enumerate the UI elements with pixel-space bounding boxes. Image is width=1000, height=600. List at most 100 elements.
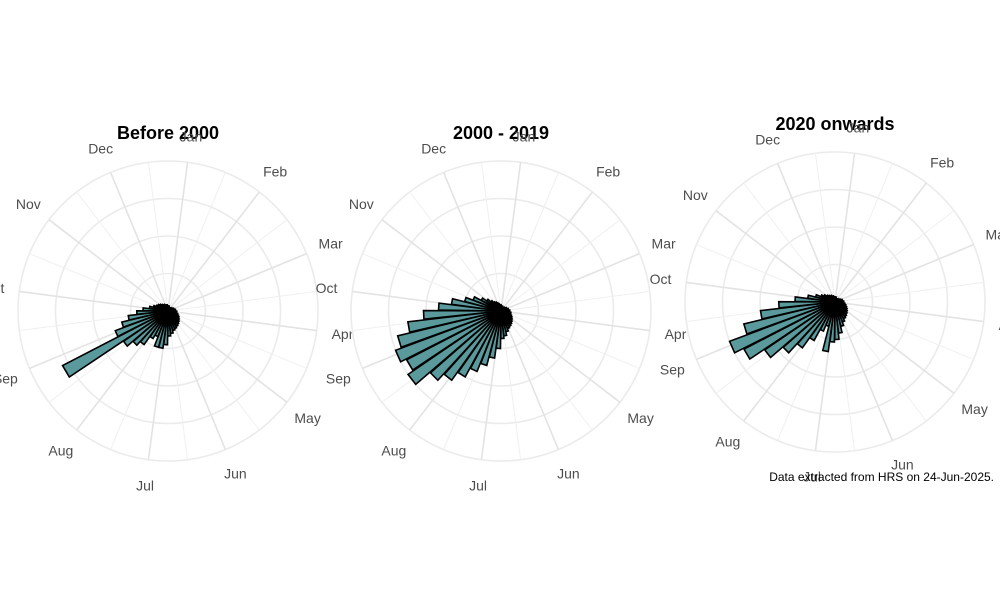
month-label: Apr	[999, 317, 1000, 333]
polar-bar	[500, 305, 503, 312]
grid-spoke-minor	[500, 310, 640, 369]
grid-spoke-minor	[834, 210, 955, 303]
grid-spoke	[500, 252, 640, 312]
grid-spoke	[500, 162, 522, 312]
month-label: Jan	[180, 129, 203, 145]
month-label: Sep	[326, 370, 351, 386]
grid-spoke-minor	[167, 310, 307, 369]
grid-spoke	[381, 219, 502, 312]
grid-spoke-minor	[500, 310, 593, 431]
grid-spoke-minor	[167, 310, 260, 431]
month-label: Aug	[715, 434, 740, 450]
grid-spoke	[167, 310, 227, 450]
month-label: Sep	[660, 361, 685, 377]
month-label: Feb	[930, 154, 954, 170]
month-label: Aug	[381, 443, 406, 459]
grid-spoke	[834, 243, 974, 303]
month-label: Mar	[986, 227, 1000, 243]
month-label: Jun	[557, 466, 580, 482]
grid-spoke-minor	[500, 219, 621, 312]
month-label: Apr	[665, 326, 687, 342]
grid-spoke	[715, 210, 836, 303]
month-label: Feb	[263, 163, 287, 179]
grid-circle	[350, 160, 652, 462]
month-label: Jul	[136, 477, 154, 493]
grid-spoke	[167, 252, 307, 312]
grid-spoke-minor	[76, 191, 169, 312]
month-label: Jun	[891, 457, 914, 473]
grid-circle	[129, 272, 207, 350]
grid-spoke	[834, 153, 856, 303]
grid-spoke	[500, 310, 560, 450]
month-label: Oct	[316, 280, 338, 296]
grid-spoke	[776, 163, 836, 303]
grid-circle	[684, 151, 986, 453]
chart-title: 2000 - 2019	[453, 123, 549, 143]
grid-spoke-minor	[167, 290, 317, 312]
grid-spoke-minor	[480, 162, 502, 312]
month-label: Dec	[755, 131, 780, 147]
grid-circle	[387, 197, 615, 425]
grid-spoke-minor	[743, 182, 836, 303]
grid-spoke	[834, 182, 927, 303]
grid-spoke	[834, 301, 984, 323]
grid-spoke	[442, 172, 502, 312]
grid-spoke-minor	[29, 253, 169, 312]
grid-spoke	[167, 162, 189, 312]
grid-spoke-minor	[834, 163, 893, 303]
grid-circle	[92, 235, 244, 387]
grid-spoke-minor	[409, 191, 502, 312]
month-label: Apr	[332, 326, 354, 342]
polar-bar	[834, 296, 837, 303]
grid-spoke	[500, 310, 621, 403]
grid-circle	[721, 188, 949, 416]
source-caption: Data extracted from HRS on 24-Jun-2025.	[769, 470, 994, 484]
grid-spoke	[834, 301, 894, 441]
month-label: Nov	[683, 187, 708, 203]
grid-circle	[54, 197, 282, 425]
month-label: Nov	[16, 196, 41, 212]
polar-bar	[167, 305, 170, 312]
month-label: Jan	[513, 129, 536, 145]
month-label: Mar	[652, 236, 676, 252]
month-label: Jan	[847, 120, 870, 136]
chart-title: 2020 onwards	[775, 114, 894, 134]
month-label: Dec	[421, 140, 446, 156]
month-label: Jun	[224, 466, 247, 482]
month-label: May	[627, 410, 653, 426]
month-label: Oct	[0, 280, 5, 296]
month-label: Aug	[48, 443, 73, 459]
month-label: Nov	[349, 196, 374, 212]
grid-spoke	[167, 191, 260, 312]
month-label: May	[294, 410, 320, 426]
month-label: Feb	[596, 163, 620, 179]
grid-spoke-minor	[167, 172, 226, 312]
grid-spoke-minor	[500, 290, 650, 312]
grid-spoke-minor	[500, 172, 559, 312]
grid-spoke	[500, 191, 593, 312]
grid-spoke	[834, 301, 955, 394]
grid-spoke-minor	[696, 244, 836, 303]
grid-spoke-minor	[814, 153, 836, 303]
grid-spoke	[500, 310, 650, 332]
grid-spoke	[167, 310, 317, 332]
grid-spoke-minor	[147, 162, 169, 312]
grid-spoke-minor	[834, 301, 927, 422]
grid-circle	[17, 160, 319, 462]
chart-title: Before 2000	[117, 123, 219, 143]
grid-spoke	[109, 172, 169, 312]
month-label: Sep	[0, 370, 18, 386]
month-label: Jul	[803, 468, 821, 484]
grid-circle	[759, 226, 911, 378]
month-label: Oct	[650, 271, 672, 287]
month-label: Mar	[319, 236, 343, 252]
grid-spoke	[48, 219, 169, 312]
grid-spoke	[167, 310, 288, 403]
polar-bar	[61, 310, 169, 379]
month-label: Dec	[88, 140, 113, 156]
grid-spoke-minor	[834, 301, 974, 360]
